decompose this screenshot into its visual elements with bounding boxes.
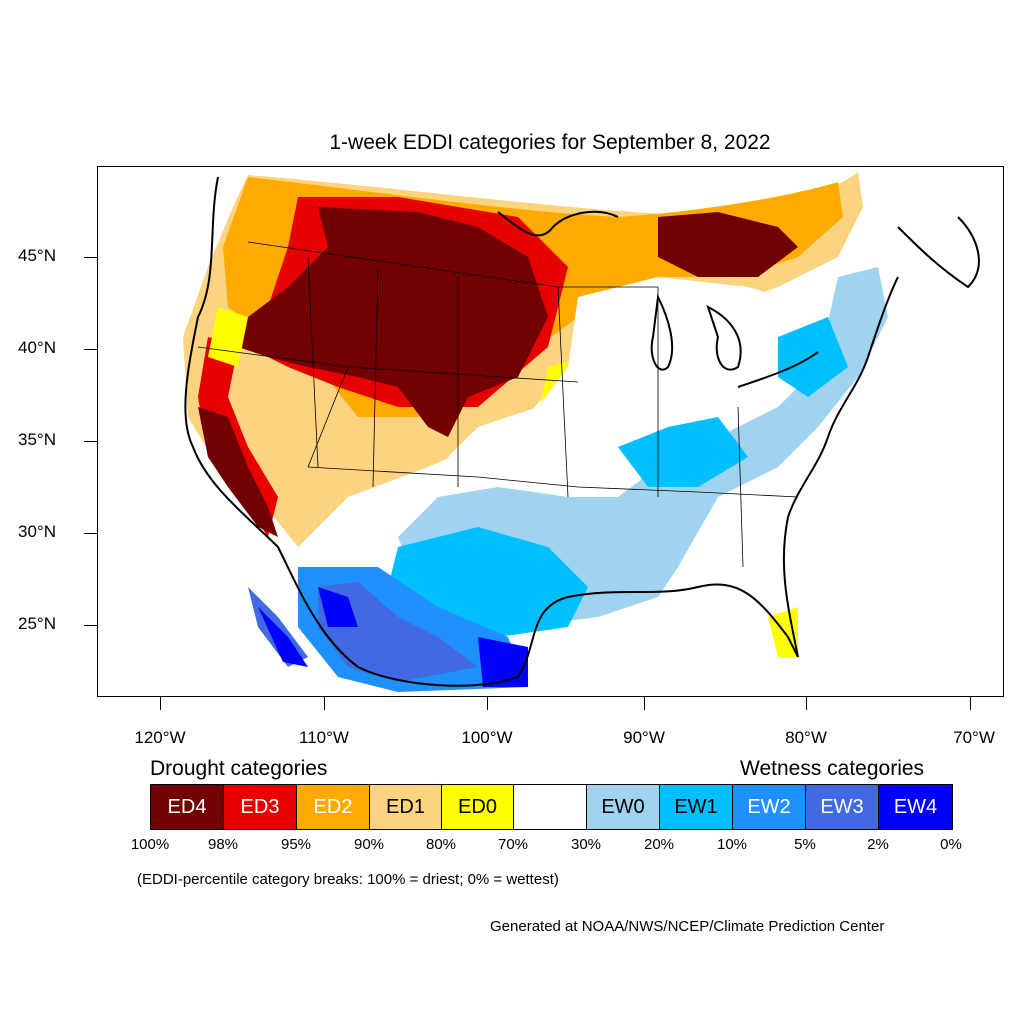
region-ed4-north [238, 207, 548, 437]
legend-box-ew3: EW3 [806, 785, 879, 829]
percentile-break-label: 100% [130, 836, 170, 853]
legend-box-ew2: EW2 [733, 785, 806, 829]
lon-label-90w: 90°W [623, 728, 665, 747]
percentile-break-label: 90% [353, 836, 385, 853]
lat-tick [84, 257, 97, 258]
map-canvas [183, 172, 980, 692]
lon-tick [487, 697, 488, 710]
lon-tick [970, 697, 971, 710]
lon-label-110w: 110°W [299, 728, 349, 747]
lon-tick [644, 697, 645, 710]
region-ed4-great-lakes [658, 212, 798, 277]
lon-label-120w: 120°W [134, 728, 186, 747]
percentile-break-label: 0% [940, 836, 962, 853]
percentile-break-label: 2% [867, 836, 889, 853]
state-borders [197, 241, 799, 568]
region-ew1 [388, 317, 848, 637]
lon-tick [160, 697, 161, 710]
drought-heading: Drought categories [150, 757, 328, 780]
lon-tick [324, 697, 325, 710]
lat-tick [84, 441, 97, 442]
credit-line: Generated at NOAA/NWS/NCEP/Climate Predi… [490, 918, 885, 935]
legend-box-ed0: ED0 [442, 785, 514, 829]
lat-label-30: 30°N [18, 522, 56, 541]
region-ew3 [248, 582, 478, 682]
lon-tick [806, 697, 807, 710]
legend-box-ed1: ED1 [370, 785, 442, 829]
percentile-break-label: 70% [497, 836, 529, 853]
legend-box-ed3: ED3 [224, 785, 297, 829]
region-ew0 [398, 267, 888, 627]
breaks-note: (EDDI-percentile category breaks: 100% =… [137, 871, 559, 888]
category-legend: ED4 ED3 ED2 ED1 ED0 EW0 EW1 EW2 EW3 EW4 [150, 784, 953, 830]
lat-tick [84, 533, 97, 534]
region-normal [448, 277, 838, 467]
legend-box-ew1: EW1 [660, 785, 733, 829]
lat-label-35: 35°N [18, 430, 56, 449]
lat-tick [84, 349, 97, 350]
lat-tick [84, 625, 97, 626]
eddi-map [97, 166, 1004, 697]
percentile-break-label: 30% [570, 836, 602, 853]
legend-box-ed4: ED4 [151, 785, 224, 829]
lat-label-40: 40°N [18, 338, 56, 357]
lon-label-70w: 70°W [953, 728, 995, 747]
percentile-break-label: 95% [280, 836, 312, 853]
lat-label-25: 25°N [18, 614, 56, 633]
region-ew4 [258, 587, 528, 687]
percentile-break-label: 10% [716, 836, 748, 853]
legend-box-ew0: EW0 [587, 785, 660, 829]
coastlines [184, 176, 980, 687]
percentile-break-label: 98% [207, 836, 239, 853]
lat-label-45: 45°N [18, 246, 56, 265]
lon-label-80w: 80°W [785, 728, 827, 747]
legend-box-normal [514, 785, 587, 829]
region-ed4-california [198, 407, 278, 537]
wetness-heading: Wetness categories [740, 757, 925, 780]
lon-label-100w: 100°W [461, 728, 513, 747]
legend-box-ew4: EW4 [879, 785, 952, 829]
percentile-break-label: 80% [425, 836, 457, 853]
map-title: 1-week EDDI categories for September 8, … [329, 131, 771, 154]
percentile-break-label: 5% [794, 836, 816, 853]
legend-box-ed2: ED2 [297, 785, 370, 829]
percentile-break-label: 20% [643, 836, 675, 853]
